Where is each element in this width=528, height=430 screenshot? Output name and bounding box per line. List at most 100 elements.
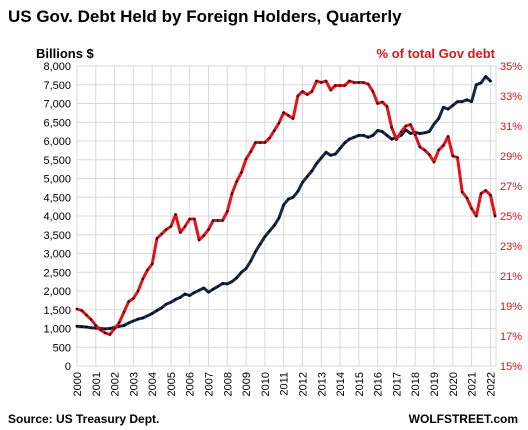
x-tick-label: 2018	[410, 372, 422, 396]
data-point	[404, 128, 407, 131]
data-point	[122, 324, 126, 327]
data-point	[263, 141, 266, 144]
data-point	[235, 180, 238, 183]
data-point	[174, 213, 177, 216]
data-point	[461, 100, 464, 103]
left-tick-labels: 0 500 1,000 1,500 2,000 2,500 3,000 3,500 4,000 4…	[43, 61, 71, 373]
data-point	[146, 314, 149, 317]
data-point	[132, 297, 135, 300]
data-point	[198, 289, 201, 292]
data-point	[183, 225, 187, 228]
data-point	[447, 135, 450, 138]
data-point	[240, 271, 243, 274]
data-point	[353, 136, 356, 139]
pct-total-debt-series	[75, 79, 497, 336]
data-point	[179, 231, 182, 234]
x-tick-label: 2011	[279, 372, 291, 396]
data-point	[465, 98, 468, 101]
data-point	[165, 228, 168, 231]
left-tick-label: 4,000	[43, 211, 71, 223]
data-point	[320, 156, 323, 159]
data-point	[371, 90, 374, 93]
data-point	[259, 243, 262, 246]
left-axis-title: Billions $	[36, 46, 95, 61]
data-point	[94, 324, 97, 327]
x-tick-label: 2002	[110, 372, 122, 396]
x-tick-label: 2022	[485, 372, 497, 396]
data-point	[292, 117, 295, 120]
data-point	[137, 318, 140, 321]
data-point	[254, 250, 257, 253]
data-point	[329, 154, 332, 157]
data-point	[240, 171, 243, 174]
data-point	[141, 316, 144, 320]
left-tick-label: 8,000	[43, 61, 71, 73]
data-point	[479, 81, 483, 84]
right-tick-labels: 15% 17% 19% 21% 23% 25% 27% 29% 31% 33% 35%	[500, 61, 522, 373]
data-point	[193, 291, 196, 294]
x-tick-label: 2013	[316, 372, 328, 396]
data-point	[371, 134, 374, 137]
data-point	[296, 190, 299, 193]
data-point	[75, 307, 79, 311]
data-point	[99, 328, 102, 332]
data-point	[343, 141, 346, 144]
data-point	[423, 148, 426, 152]
data-point	[376, 129, 379, 132]
data-point	[320, 81, 323, 84]
left-tick-label: 7,500	[43, 80, 71, 92]
data-point	[90, 326, 93, 329]
right-tick-label: 31%	[500, 121, 522, 133]
x-tick-label: 2015	[354, 372, 366, 396]
data-point	[301, 90, 304, 93]
data-point	[367, 82, 370, 86]
left-tick-label: 1,000	[43, 324, 71, 336]
data-point	[479, 192, 483, 195]
data-point	[249, 150, 252, 153]
right-axis-title: % of total Gov debt	[377, 46, 496, 61]
x-tick-label: 2008	[222, 372, 234, 396]
x-tick-label: 2004	[147, 372, 159, 396]
data-point	[432, 123, 436, 126]
left-tick-label: 2,500	[43, 267, 71, 279]
data-point	[141, 277, 144, 281]
x-tick-label: 2020	[448, 372, 460, 396]
right-tick-label: 27%	[500, 181, 522, 193]
data-point	[118, 321, 121, 324]
right-tick-label: 33%	[500, 91, 522, 103]
right-tick-label: 29%	[500, 151, 522, 163]
data-point	[451, 154, 454, 158]
data-point	[230, 192, 234, 195]
data-point	[282, 203, 285, 206]
left-tick-label: 5,000	[43, 174, 71, 186]
data-point	[221, 282, 224, 285]
data-point	[456, 100, 459, 103]
data-point	[212, 288, 215, 291]
data-point	[362, 81, 365, 84]
data-point	[259, 141, 262, 144]
data-point	[475, 83, 478, 86]
data-point	[329, 88, 332, 92]
right-tick-label: 21%	[500, 271, 522, 283]
data-point	[489, 193, 492, 197]
left-tick-label: 6,000	[43, 136, 71, 148]
data-point	[442, 144, 445, 147]
data-point	[183, 292, 187, 296]
data-point	[418, 145, 421, 149]
data-point	[118, 325, 121, 328]
data-point	[108, 327, 111, 330]
data-point	[494, 214, 497, 218]
data-point	[470, 100, 473, 103]
data-point	[174, 298, 177, 301]
data-point	[404, 124, 407, 128]
data-point	[338, 147, 342, 150]
right-tick-label: 25%	[500, 211, 522, 223]
data-point	[207, 291, 210, 294]
data-point	[245, 157, 248, 161]
x-tick-label: 2017	[391, 372, 403, 396]
data-point	[437, 117, 440, 120]
data-point	[390, 126, 393, 129]
data-point	[306, 175, 309, 178]
debt-billions-series	[75, 75, 492, 331]
